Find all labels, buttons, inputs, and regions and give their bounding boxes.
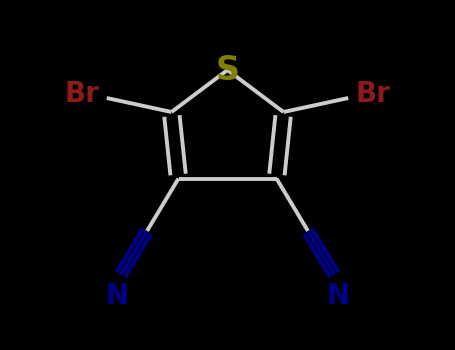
Text: Br: Br xyxy=(355,80,390,108)
Text: N: N xyxy=(106,282,129,310)
Text: S: S xyxy=(216,54,239,86)
Text: N: N xyxy=(326,282,349,310)
Text: Br: Br xyxy=(65,80,100,108)
